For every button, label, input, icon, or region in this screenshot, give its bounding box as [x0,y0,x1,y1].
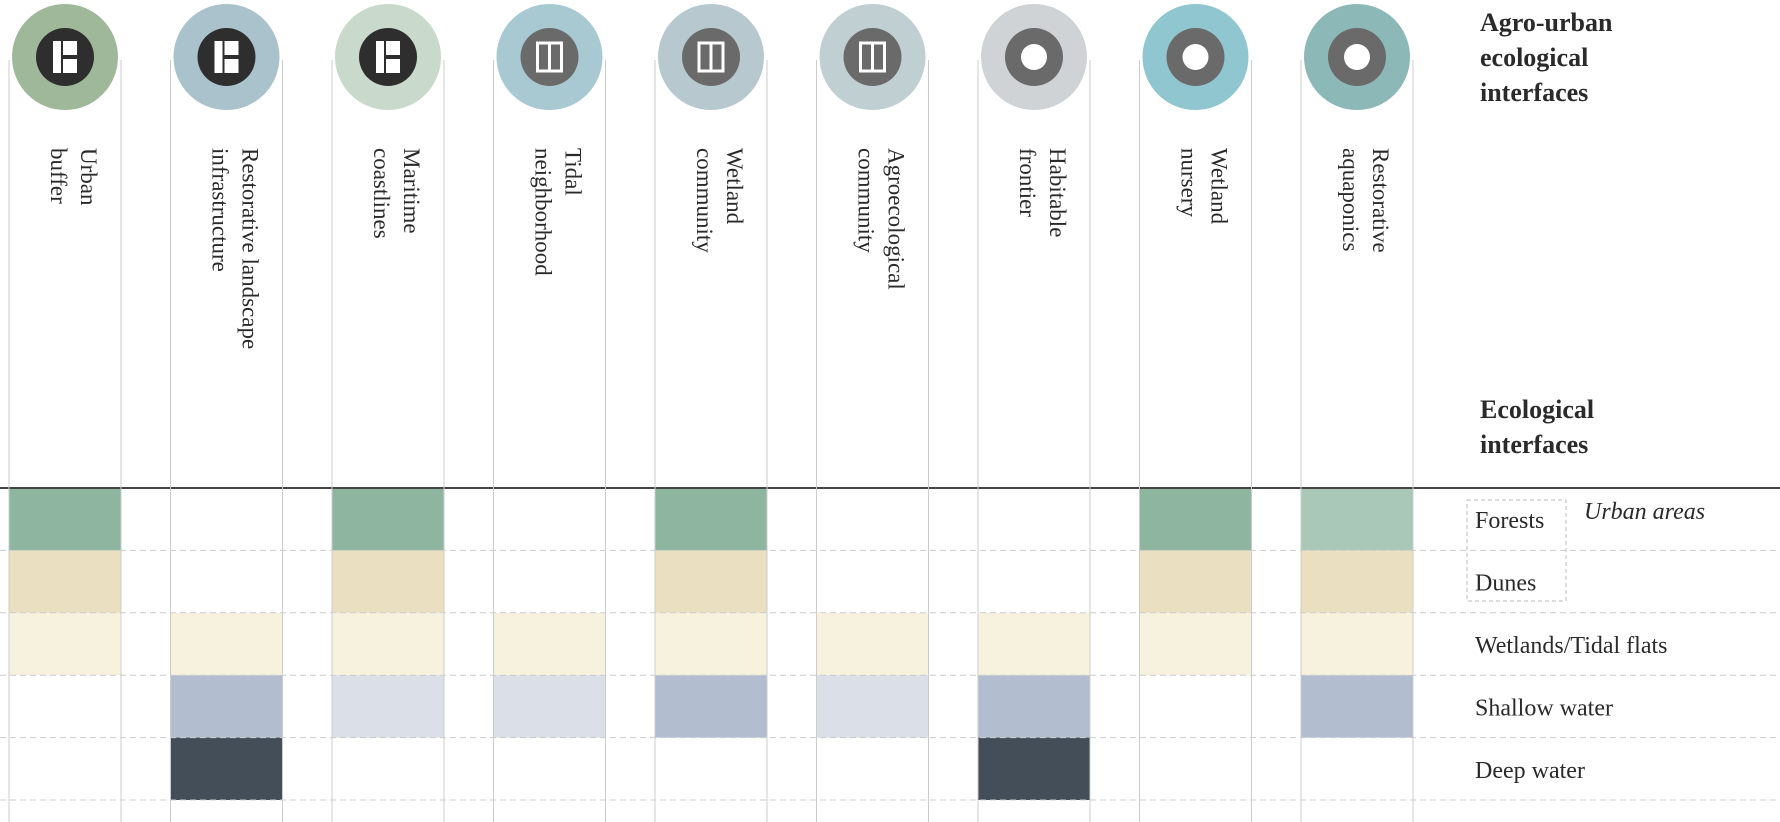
column-label-line: buffer [46,148,71,204]
column-label-line: Wetland [722,148,747,225]
icon-glyph [63,59,77,73]
column-label: Habitablefrontier [1015,148,1070,237]
column-label: Tidalneighborhood [531,148,586,276]
cell [655,550,767,613]
side-title-line: Agro-urban [1480,8,1613,37]
cell [170,675,283,738]
icon-disk [36,28,94,86]
side-title: Agro-urban ecological interfaces [1480,8,1613,107]
side-title-line: interfaces [1480,430,1588,459]
cell [1139,488,1252,551]
row-label: Wetlands/Tidal flats [1475,633,1668,659]
legend-label: Urban areas [1584,499,1705,525]
icon-glyph [214,41,223,73]
row-label: Forests [1475,508,1544,534]
column-label: Restorativeaquaponics [1338,148,1393,253]
side-title-line: ecological [1480,43,1588,72]
column-label-line: Maritime [399,148,424,234]
cell [493,612,606,676]
column-label: Wetlandcommunity [692,148,747,253]
cell [9,488,121,551]
cell [9,612,121,676]
cell [816,612,929,676]
column-label-line: Wetland [1207,148,1232,225]
side-title: Ecological interfaces [1480,395,1594,459]
column-label-line: Tidal [561,148,586,196]
column-label-line: frontier [1015,148,1040,217]
cell [332,550,444,613]
cell [170,612,283,676]
icon-disk [359,28,417,86]
row-label: Shallow water [1475,695,1613,721]
cell [170,737,283,800]
column-label: Wetlandnursery [1177,148,1232,225]
column-label-line: community [692,148,717,253]
cell [655,675,767,738]
column-label-line: Agroecological [884,148,909,290]
side-title-line: Ecological [1480,395,1594,424]
column-label-line: coastlines [369,148,394,239]
column-label: Urbanbuffer [46,148,101,206]
column-label: Maritimecoastlines [369,148,424,239]
column-label: Agroecologicalcommunity [854,148,909,290]
side-title-line: interfaces [1480,78,1588,107]
icon-glyph [376,41,384,73]
icon-disk [197,28,256,86]
cell [655,488,767,551]
column-label-line: Restorative [1368,148,1393,253]
cell [1301,612,1413,676]
icon-glyph [53,41,61,73]
column-label-line: aquaponics [1338,148,1363,252]
column-label-line: Habitable [1045,148,1070,237]
cell [9,550,121,613]
cell [1139,550,1252,613]
cell [1301,550,1413,613]
column-label-line: infrastructure [208,148,233,272]
icon-glyph [386,41,400,55]
icon-glyph [1021,44,1047,70]
cell [332,488,444,551]
column-label-line: nursery [1177,148,1202,217]
column-label-line: neighborhood [531,148,556,276]
cell [332,612,444,676]
cell [655,612,767,676]
cell [1301,675,1413,738]
cell [978,675,1090,738]
row-label: Dunes [1475,571,1536,597]
column-label-line: community [854,148,879,253]
icon-glyph [224,59,239,73]
column-label-line: Restorative landscape [238,148,263,349]
cell [493,675,606,738]
column-label-line: Urban [76,148,101,206]
icon-glyph [386,59,400,73]
icon-glyph [1344,44,1370,70]
cell [1301,488,1413,551]
cell [978,737,1090,800]
icon-glyph [63,41,77,55]
cell [1139,612,1252,676]
column-label: Restorative landscapeinfrastructure [208,148,263,349]
cell [332,675,444,738]
row-label: Deep water [1475,758,1585,784]
cell [978,612,1090,676]
icon-glyph [1182,44,1209,70]
cell [816,675,929,738]
icon-glyph [224,41,239,55]
